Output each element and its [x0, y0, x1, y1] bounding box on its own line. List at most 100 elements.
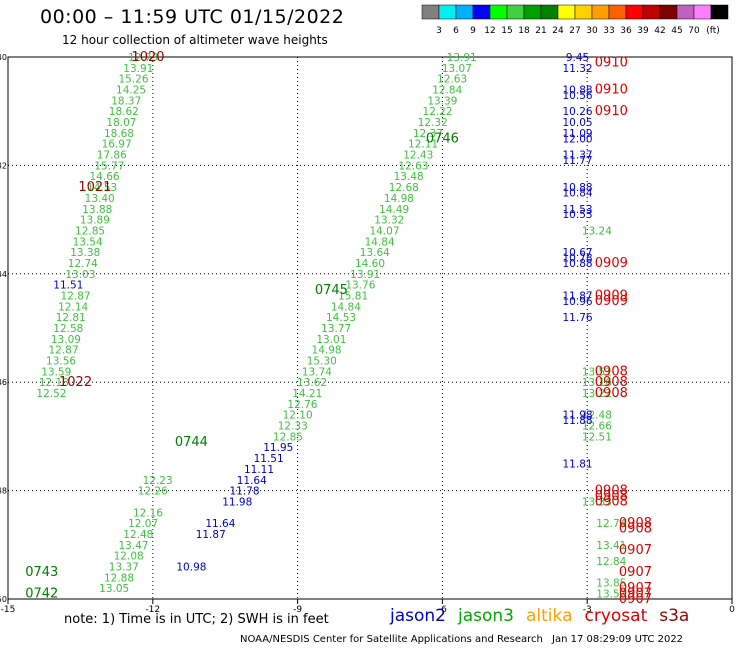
data-label-jason3: 12.76: [287, 399, 317, 411]
data-label-jason3: 14.25: [116, 85, 146, 97]
data-label-jason2: 11.37: [563, 150, 593, 162]
color-scale-legend: 3 6 9 12 15 18 21 24 27 30 33 36 39 42 45 70 (ft): [421, 4, 729, 36]
satellite-legend-jason3: jason3: [458, 606, 514, 626]
data-label-cryosat: 0910: [595, 83, 628, 98]
scale-tick-label: 33: [603, 26, 614, 36]
data-label-jason3: 12.74: [68, 258, 98, 270]
y-tick-label: -44: [0, 270, 7, 279]
data-label-jason3: 13.77: [321, 323, 351, 335]
data-label-cryosat: 0908: [619, 516, 652, 531]
data-label-jason3: 12.66: [582, 421, 612, 433]
data-label-jason3: 15.26: [118, 74, 148, 86]
data-label-jason3: 13.89: [80, 215, 110, 227]
data-label-jason3: 12.14: [58, 301, 88, 313]
chart-title: 00:00 – 11:59 UTC 01/15/2022: [40, 6, 345, 28]
data-label-jason2: 10.53: [563, 209, 593, 221]
data-label-jason3: 18.68: [104, 128, 134, 140]
scale-tick-label: 3: [436, 26, 442, 36]
x-tick-label: -9: [293, 605, 302, 615]
data-label-jason3: 14.84: [365, 236, 395, 248]
credit-text: NOAA/NESDIS Center for Satellite Applica…: [240, 634, 543, 645]
data-label-jason3: 12.63: [398, 160, 428, 172]
data-label-jason3: 13.39: [427, 95, 457, 107]
footer-note: note: 1) Time is in UTC; 2) SWH is in fe…: [64, 612, 329, 627]
data-label-jason2: 11.76: [563, 312, 593, 324]
data-label-jason2: 11.51: [254, 453, 284, 465]
timestamp-text: Jan 17 08:29:09 UTC 2022: [552, 634, 684, 645]
data-label-jason2: 11.88: [563, 415, 593, 427]
data-label-jason3: 12.87: [48, 345, 78, 357]
y-tick-label: -40: [0, 53, 7, 62]
data-label-jason3: 13.54: [73, 236, 103, 248]
data-label-jason3: 12.43: [403, 150, 433, 162]
data-label-cryosat: 0907: [619, 581, 652, 596]
data-label-jason3: 12.16: [133, 507, 163, 519]
data-label-jason3: 14.84: [331, 301, 361, 313]
data-label-cryosat: 0909: [595, 294, 628, 309]
data-label-jason2: 11.09: [563, 128, 593, 140]
data-label-jason3: 13.91: [447, 52, 477, 64]
data-label-jason2: 9.45: [566, 52, 589, 64]
data-label-jason3: 0744: [175, 435, 208, 450]
data-label-jason3: 12.07: [128, 518, 158, 530]
data-label-jason3: 12.88: [104, 572, 134, 584]
data-label-jason3: 14.98: [312, 345, 342, 357]
satellite-legend-s3a: s3a: [659, 606, 690, 626]
data-label-jason2: 10.84: [563, 188, 593, 200]
chart-subtitle: 12 hour collection of altimeter wave hei…: [62, 33, 328, 47]
data-label-cryosat: 0908: [619, 522, 652, 537]
data-label-jason2: 10.96: [563, 296, 593, 308]
data-label-jason3: 12.11: [408, 139, 438, 151]
data-label-jason3: 12.52: [36, 388, 66, 400]
data-label-s3a: 1022: [59, 375, 92, 390]
data-label-jason2: 12.00: [563, 133, 593, 145]
data-label-cryosat: 0907: [619, 565, 652, 580]
data-label-jason2: 11.77: [563, 155, 593, 167]
data-label-jason3: 12.81: [56, 312, 86, 324]
scale-tick-label: 12: [484, 26, 495, 36]
data-label-jason3: 13.33: [582, 496, 612, 508]
data-label-cryosat: 0907: [619, 587, 652, 602]
scale-tick-label: 15: [501, 26, 512, 36]
data-label-jason2: 11.81: [563, 459, 593, 471]
data-label-jason3: 12.68: [389, 182, 419, 194]
data-label-jason3: 13.91: [350, 269, 380, 281]
y-tick-label: -46: [0, 378, 7, 387]
data-label-jason2: 10.98: [176, 561, 206, 573]
data-label-jason3: 13.16: [582, 377, 612, 389]
scale-unit-label: (ft): [706, 26, 720, 36]
data-label-jason3: 15.81: [338, 290, 368, 302]
data-label-jason3: 14.98: [384, 193, 414, 205]
data-label-s3a: 1021: [78, 180, 111, 195]
data-label-jason3: 12.33: [278, 421, 308, 433]
data-label-cryosat: 0910: [595, 55, 628, 70]
data-label-jason2: 10.67: [563, 247, 593, 259]
data-label-jason2: 10.26: [563, 106, 593, 118]
data-label-jason3: 14.49: [379, 204, 409, 216]
data-label-jason2: 10.78: [563, 253, 593, 265]
data-label-jason3: 14.53: [326, 312, 356, 324]
data-label-jason2: 11.87: [196, 529, 226, 541]
data-label-jason3: 14.60: [355, 258, 385, 270]
data-label-jason3: 15.30: [307, 356, 337, 368]
scale-tick-label: 9: [470, 26, 476, 36]
data-label-cryosat: 0908: [595, 386, 628, 401]
data-label-cryosat: 0908: [595, 489, 628, 504]
data-label-jason3: 0745: [315, 283, 348, 298]
data-label-jason2: 11.98: [222, 496, 252, 508]
data-label-jason2: 11.11: [244, 464, 274, 476]
satellite-legend-jason2: jason2: [390, 606, 446, 626]
data-label-cryosat: 0908: [595, 494, 628, 509]
data-label-jason3: 12.26: [138, 486, 168, 498]
data-label-cryosat: 0907: [619, 592, 652, 607]
data-label-jason2: 11.53: [563, 204, 593, 216]
data-label-jason2: 11.95: [263, 442, 293, 454]
data-label-jason3: 12.87: [61, 290, 91, 302]
scale-tick-label: 70: [688, 26, 700, 36]
data-label-jason2: 10.05: [563, 117, 593, 129]
data-label-jason3: 12.22: [423, 106, 453, 118]
data-label-jason3: 12.84: [596, 556, 626, 568]
data-label-jason3: 13.74: [302, 366, 332, 378]
data-label-jason3: 13.07: [442, 63, 472, 75]
